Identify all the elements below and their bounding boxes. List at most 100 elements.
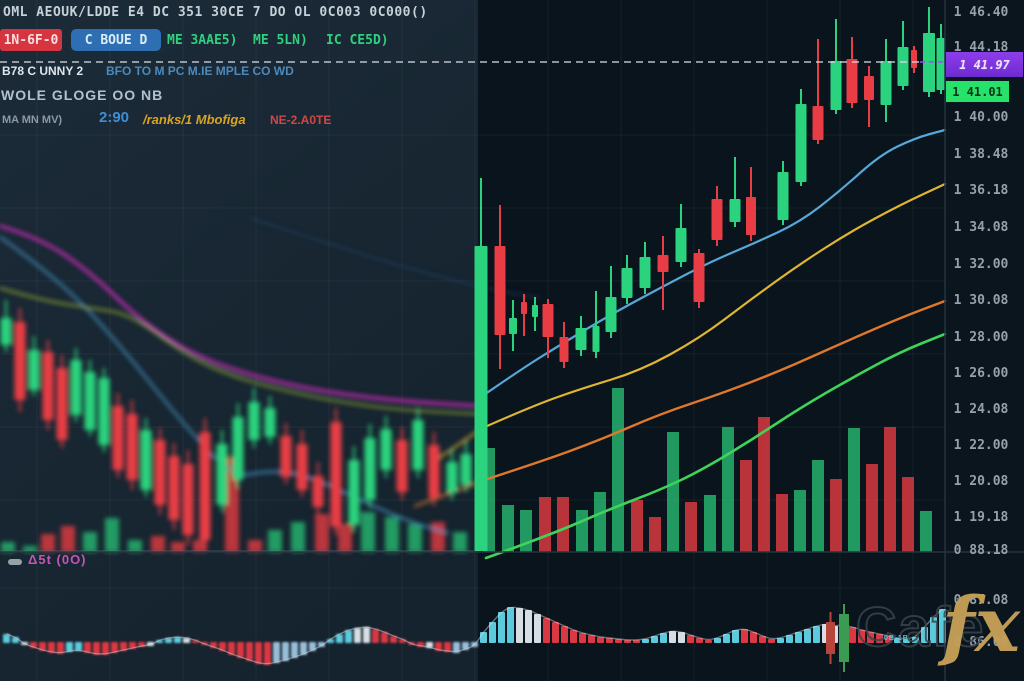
price-axis-label: 1 38.48 (953, 147, 1009, 162)
volume-bar (225, 457, 239, 552)
volume-bar (408, 524, 422, 552)
macd-bar (57, 642, 64, 654)
macd-bar (120, 642, 127, 651)
volume-bar (776, 494, 788, 552)
macd-bar (138, 642, 145, 647)
candle-body (897, 47, 909, 86)
macd-bar (453, 642, 460, 653)
macd-bar (786, 635, 793, 643)
macd-bar (723, 634, 730, 643)
candle-body (428, 445, 440, 498)
volume-bar (128, 540, 142, 552)
candle-body (264, 408, 276, 437)
candle-body (182, 464, 194, 535)
candle-body (140, 430, 152, 490)
volume-bar (740, 460, 752, 552)
macd-bar (696, 638, 703, 643)
volume-bar (920, 511, 932, 552)
candle-body (56, 368, 68, 440)
macd-bar (255, 642, 262, 664)
macd-bar (543, 618, 550, 643)
macd-bar (507, 607, 514, 643)
candle-body (795, 104, 807, 182)
price-axis-label: 1 28.00 (953, 330, 1009, 345)
price-axis[interactable]: 1 46.40 1 44.18 1 40.00 1 38.48 1 36.18 1 34.… (945, 0, 1024, 681)
candle-body (746, 197, 756, 235)
candle-body (812, 106, 824, 140)
macd-bar (498, 612, 505, 643)
indicator-row-label: B78 C UNNY 2 (2, 64, 84, 78)
macd-bar (372, 629, 379, 643)
axis-panel-bg (945, 0, 1024, 681)
volume-bar (193, 540, 207, 552)
candle-body (199, 432, 211, 540)
macd-bar (489, 622, 496, 643)
chart-type-badge[interactable]: C BOUE D (71, 29, 161, 51)
macd-bar (588, 635, 595, 643)
macd-bar (525, 610, 532, 643)
price-axis-label: 1 19.18 (953, 510, 1009, 525)
ma-yellow (476, 182, 947, 432)
macd-bar (147, 642, 154, 646)
candle-body (446, 462, 458, 493)
volume-bar (539, 497, 551, 552)
chart-header: OML AEOUK/LDDE E4 DC 351 30CE 7 DO OL 0C… (0, 0, 945, 140)
volume-bar (83, 532, 97, 552)
volume-bar (557, 497, 569, 552)
volume-bar (268, 530, 282, 552)
macd-bar (777, 638, 784, 643)
candle-body (474, 246, 488, 551)
candle-body (846, 59, 858, 103)
macd-bar (426, 642, 433, 648)
price-axis-label: 1 20.08 (953, 474, 1009, 489)
macd-bar (858, 630, 865, 643)
volume-bar (612, 388, 624, 552)
stat-green-2: ME 5LN) (253, 33, 308, 48)
macd-bar (435, 642, 442, 651)
macd-bar (399, 639, 406, 643)
price-axis-label: 1 26.00 (953, 366, 1009, 381)
volume-bar (291, 522, 305, 552)
candle-body (296, 444, 308, 490)
volume-bar (315, 514, 329, 552)
macd-bar (876, 634, 883, 643)
macd-bar (102, 642, 109, 655)
macd-bar (534, 614, 541, 643)
volume-bar (248, 540, 262, 552)
macd-bar (381, 632, 388, 643)
volume-bar (631, 500, 643, 552)
macd-bar (804, 629, 811, 643)
volume-bar (594, 492, 606, 552)
macd-bar (129, 642, 136, 649)
price-axis-label: 1 34.08 (953, 220, 1009, 235)
macd-bar (930, 617, 937, 643)
macd-bar (192, 640, 199, 643)
macd-bar (93, 642, 100, 655)
stat-green-3: IC CE5D) (326, 33, 389, 48)
macd-bar (570, 630, 577, 643)
candle-body (729, 199, 741, 222)
volume-bar (830, 479, 842, 552)
macd-bar (66, 642, 73, 652)
ma-settings-label: MA MN MV) (2, 114, 63, 126)
indicator-toggle-icon[interactable] (8, 559, 22, 565)
macd-bar (318, 642, 325, 647)
macd-bar (615, 639, 622, 643)
indicator-legend[interactable]: Δ5t (0O) (0, 550, 120, 574)
candle-body (0, 318, 12, 345)
candle-body (711, 199, 723, 240)
volume-bar (61, 526, 75, 552)
macd-bar (3, 634, 10, 643)
macd-bar (579, 633, 586, 643)
macd-bar (156, 640, 163, 643)
candle-body (84, 372, 96, 430)
candle-body (28, 350, 40, 390)
macd-bar (165, 638, 172, 643)
interval-badge[interactable]: 1N-6F-0 (0, 29, 62, 51)
macd-histogram-right (480, 607, 946, 643)
candle-body (542, 304, 554, 337)
macd-bar (30, 642, 37, 648)
macd-bar (237, 642, 244, 658)
